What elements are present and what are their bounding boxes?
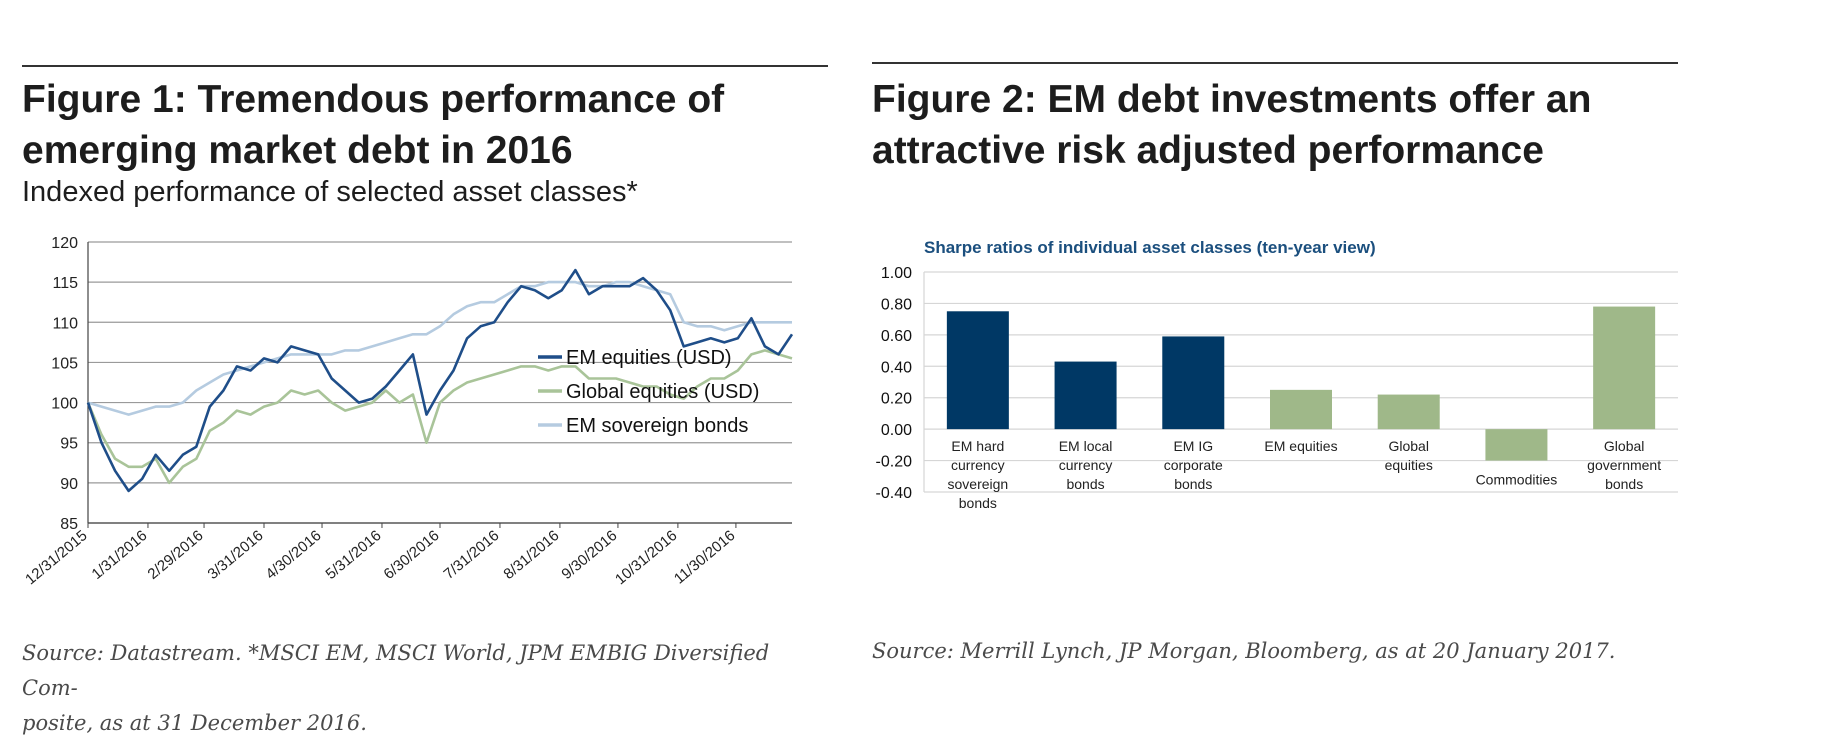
- bar: [1270, 389, 1332, 430]
- category-label: EM equities: [1264, 438, 1337, 454]
- category-label: corporate: [1164, 457, 1223, 473]
- figure-1-source-line-1: Source: Datastream. *MSCI EM, MSCI World…: [22, 641, 770, 700]
- figure-1-title-line-1: Figure 1: Tremendous performance of: [22, 78, 725, 121]
- line-chart: 85 90 95 100 105 110 115 120 12/31/20151/31/201…: [22, 235, 794, 588]
- x-tick-label: 2/29/2016: [145, 527, 207, 583]
- category-label: government: [1587, 457, 1661, 473]
- x-tick-label: 10/31/2016: [612, 527, 680, 588]
- x-tick-label: 12/31/2015: [22, 527, 90, 588]
- legend-label: EM equities (USD): [566, 347, 732, 369]
- y-tick-label: 120: [51, 235, 78, 252]
- bar: [1485, 429, 1548, 461]
- y-tick-label: -0.40: [876, 485, 913, 502]
- x-tick-label: 8/31/2016: [500, 527, 562, 583]
- y-tick-label: 0.40: [881, 359, 912, 376]
- y-tick-label: 0.60: [881, 328, 912, 345]
- category-label: sovereign: [948, 476, 1009, 492]
- bar: [1162, 336, 1225, 430]
- bar: [946, 311, 1009, 430]
- figure-2-title-line-2: attractive risk adjusted performance: [872, 129, 1544, 172]
- category-label: currency: [1059, 457, 1113, 473]
- x-tick-label: 4/30/2016: [263, 527, 325, 583]
- y-tick-label: 0.80: [881, 296, 912, 313]
- category-label: EM IG: [1173, 438, 1213, 454]
- category-label: bonds: [959, 495, 997, 511]
- y-tick-label: 0.00: [881, 422, 912, 439]
- bar: [1593, 306, 1656, 430]
- bar-chart: Sharpe ratios of individual asset classe…: [876, 238, 1678, 511]
- series-line-1: [86, 268, 794, 493]
- figure-2-source: Source: Merrill Lynch, JP Morgan, Bloomb…: [872, 639, 1616, 663]
- category-label: Global: [1604, 438, 1644, 454]
- y-tick-label: 85: [60, 516, 78, 533]
- x-tick-label: 6/30/2016: [381, 527, 443, 583]
- figure-1-title: Figure 1: Tremendous performance of emer…: [22, 74, 724, 176]
- category-label: equities: [1385, 457, 1433, 473]
- figure-1-title-line-2: emerging market debt in 2016: [22, 129, 573, 172]
- figure-2-title: Figure 2: EM debt investments offer an a…: [872, 74, 1591, 176]
- x-tick-label: 3/31/2016: [205, 527, 267, 583]
- x-tick-label: 9/30/2016: [558, 527, 620, 583]
- bar: [1377, 394, 1440, 430]
- y-tick-label: -0.20: [876, 454, 913, 471]
- category-label: Commodities: [1476, 472, 1558, 488]
- x-tick-label: 5/31/2016: [323, 527, 385, 583]
- bar: [1054, 361, 1117, 430]
- y-tick-label: 110: [52, 315, 78, 332]
- x-tick-label: 11/30/2016: [671, 527, 739, 588]
- legend-label: EM sovereign bonds: [566, 415, 748, 437]
- x-tick-label: 1/31/2016: [88, 527, 150, 583]
- x-tick-label: 7/31/2016: [440, 527, 502, 583]
- category-label: bonds: [1066, 476, 1104, 492]
- y-tick-label: 1.00: [881, 265, 912, 282]
- category-label: currency: [951, 457, 1005, 473]
- category-label: bonds: [1174, 476, 1212, 492]
- category-label: EM hard: [951, 438, 1004, 454]
- series-line-3: [87, 280, 792, 416]
- figure-1-subtitle: Indexed performance of selected asset cl…: [22, 176, 638, 208]
- legend-label: Global equities (USD): [566, 381, 759, 403]
- series-line-2: [86, 349, 793, 485]
- chart-title: Sharpe ratios of individual asset classe…: [924, 238, 1376, 257]
- figure-2-top-rule: [872, 62, 1678, 64]
- category-label: Global: [1388, 438, 1428, 454]
- y-tick-label: 90: [60, 476, 78, 493]
- y-tick-label: 100: [51, 396, 78, 413]
- y-tick-label: 95: [60, 436, 78, 453]
- figure-1-source-line-2: posite, as at 31 December 2016.: [22, 711, 367, 735]
- y-tick-label: 0.20: [881, 391, 912, 408]
- y-tick-label: 105: [51, 355, 78, 372]
- figure-1-top-rule: [22, 65, 828, 67]
- y-tick-label: 115: [52, 275, 78, 292]
- figure-1-source: Source: Datastream. *MSCI EM, MSCI World…: [22, 636, 828, 741]
- category-label: EM local: [1059, 438, 1113, 454]
- category-label: bonds: [1605, 476, 1643, 492]
- figure-2-title-line-1: Figure 2: EM debt investments offer an: [872, 78, 1592, 121]
